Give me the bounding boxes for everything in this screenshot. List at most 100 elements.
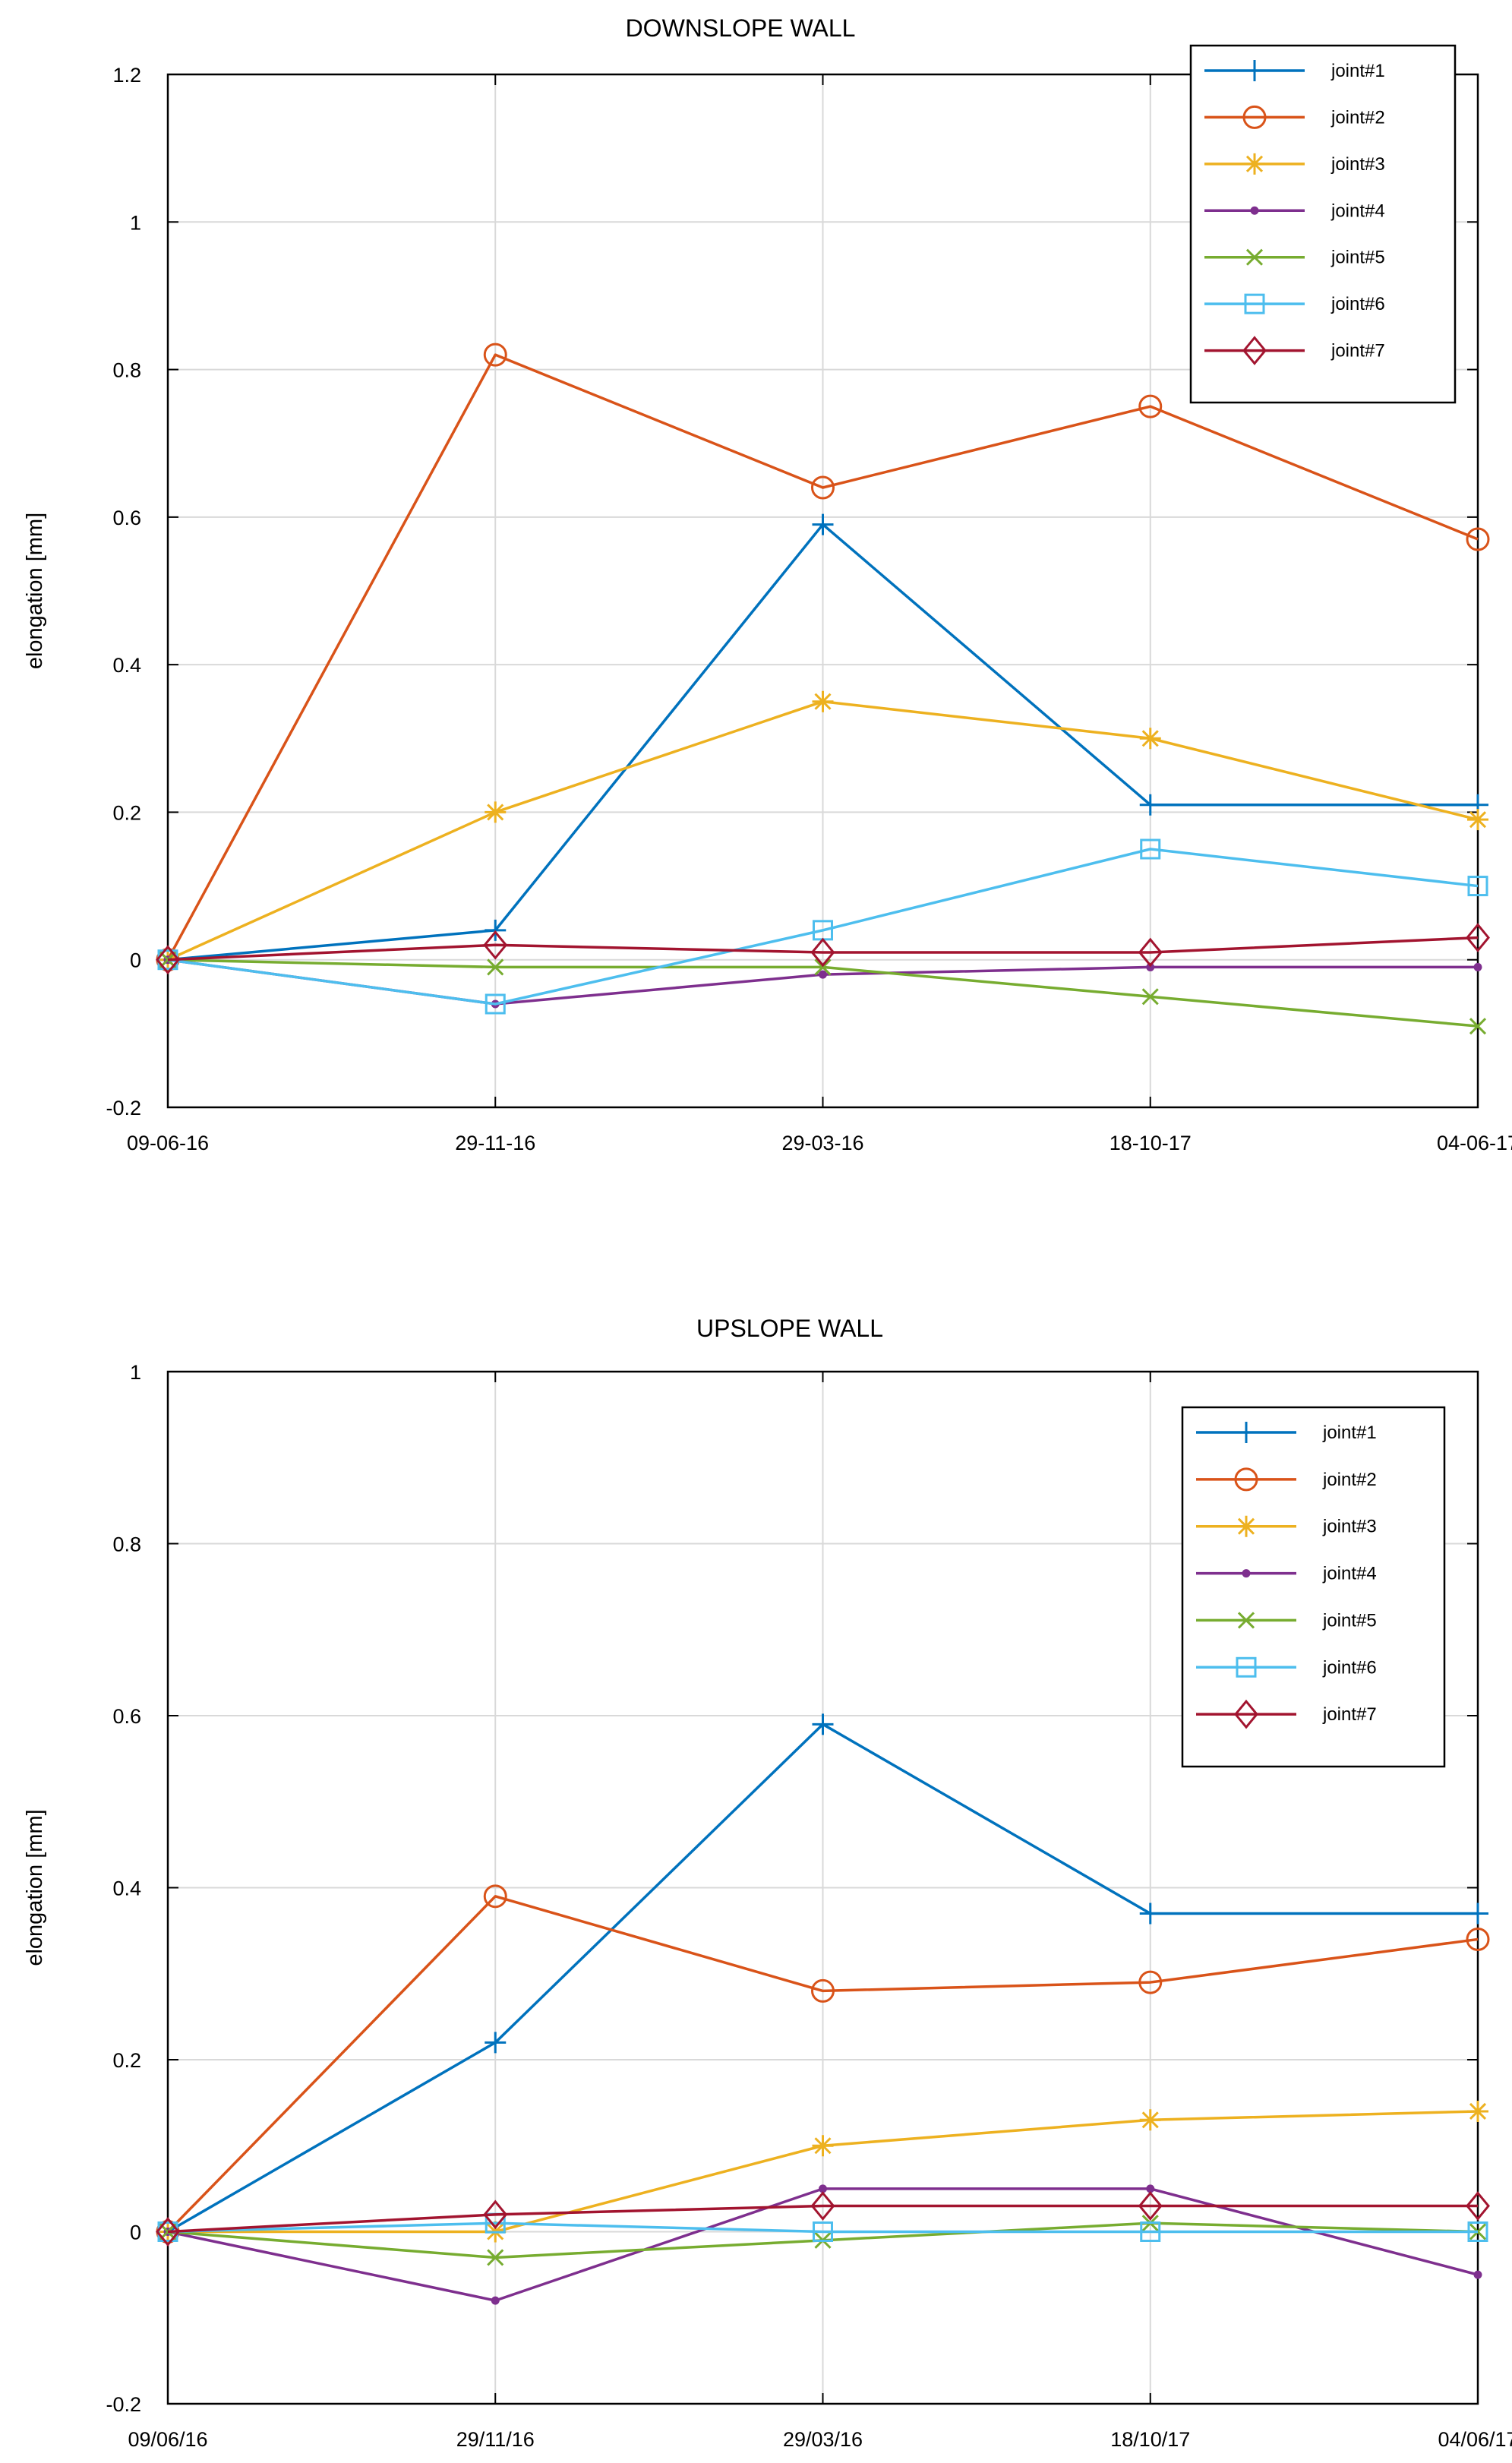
x-tick-label: 29-11-16 [455,1132,535,1154]
data-point-joint#6 [1140,838,1161,860]
legend-box [1181,1406,1446,1768]
data-point-joint#4 [1473,2270,1482,2279]
legend-marker [1236,1422,1257,1443]
legend-label: joint#4 [1322,1564,1377,1584]
legend-marker [1245,248,1264,266]
legend-label: joint#3 [1330,154,1385,175]
chart-title: UPSLOPE WALL [696,1315,883,1342]
legend-label: joint#5 [1330,248,1385,268]
data-point-joint#3 [1467,809,1488,831]
y-tick-label: 0 [130,2221,141,2244]
data-point-joint#3 [1467,2100,1488,2122]
data-point-joint#1 [485,919,507,941]
data-point-joint#2 [1466,1927,1490,1951]
legend-marker [1242,336,1267,365]
legend-box [1189,44,1457,404]
data-point-joint#7 [1466,923,1490,952]
legend-label: joint#2 [1322,1470,1377,1490]
legend-label: joint#6 [1330,294,1385,314]
legend-label: joint#7 [1322,1704,1377,1725]
data-point-joint#7 [483,930,508,960]
data-point-joint#5 [487,2249,504,2266]
data-point-joint#3 [485,801,507,823]
legend-label: joint#1 [1322,1423,1377,1443]
legend-marker [1234,1467,1258,1492]
legend-marker [1234,1699,1258,1729]
legend-label: joint#7 [1330,341,1385,362]
series-line-joint#7 [167,936,1479,962]
legend-marker [1237,1612,1255,1629]
data-point-joint#2 [811,475,835,500]
x-tick-label: 09-06-16 [127,1132,209,1154]
y-tick-label: 0.4 [112,654,141,677]
data-point-joint#3 [812,2135,834,2157]
data-point-joint#1 [1467,1903,1488,1925]
x-tick-label: 18/10/17 [1110,2428,1190,2451]
data-point-joint#5 [1469,1018,1487,1035]
legend-label: joint#4 [1330,201,1385,221]
data-point-joint#2 [483,1884,507,1909]
data-point-joint#7 [810,937,835,968]
y-tick-label: 0.8 [112,1533,141,1556]
data-point-joint#6 [813,2221,833,2242]
data-point-joint#4 [491,2296,500,2305]
y-axis-label: elongation [mm] [23,1809,47,1966]
series-line-joint#7 [167,2204,1478,2234]
y-tick-label: 1 [130,1361,141,1384]
x-tick-label: 04/06/17 [1438,2428,1512,2451]
series-line-joint#2 [166,1895,1479,2233]
data-point-joint#6 [485,993,506,1015]
y-tick-label: 0 [130,949,141,972]
data-point-joint#2 [1138,394,1163,418]
data-point-joint#2 [483,343,507,367]
data-point-joint#7 [156,945,180,975]
data-point-joint#2 [811,1978,835,2003]
data-point-joint#2 [1138,1970,1163,1994]
data-point-joint#1 [812,1713,834,1735]
data-point-joint#1 [812,513,834,535]
legend-marker [1250,206,1259,215]
y-tick-label: 1 [130,211,141,234]
data-point-joint#1 [1139,794,1161,816]
legend-label: joint#1 [1330,61,1385,81]
data-point-joint#1 [1139,1903,1161,1925]
y-tick-label: 0.6 [112,1705,141,1728]
legend-label: joint#3 [1322,1517,1377,1537]
data-point-joint#1 [485,2032,507,2054]
y-tick-label: 0.2 [112,2049,141,2072]
x-tick-label: 18-10-17 [1110,1132,1192,1154]
data-point-joint#6 [1467,876,1488,897]
data-point-joint#4 [1473,962,1482,971]
data-point-joint#7 [156,2217,180,2247]
y-tick-label: -0.2 [106,2393,141,2416]
series-line-joint#6 [167,2221,1478,2234]
downslope-wall-chart: -0.2 0 0.2 0.4 0.6 0.8 1 1.2 09-06-16 29-11-16 29-… [23,14,1512,1154]
data-point-joint#4 [819,970,827,979]
data-point-joint#7 [810,2191,835,2221]
legend-marker [1236,1515,1257,1537]
x-tick-label: 29/03/16 [783,2428,863,2451]
x-tick-label: 04-06-17 [1437,1132,1512,1154]
legend-marker [1242,1569,1251,1578]
data-point-joint#6 [1467,2221,1488,2242]
data-point-joint#7 [1466,2191,1490,2221]
data-point-joint#7 [483,2199,508,2230]
data-point-joint#4 [1146,962,1155,971]
series-line-joint#6 [167,848,1479,1006]
chart-title: DOWNSLOPE WALL [626,14,856,42]
y-tick-label: 0.8 [112,359,141,382]
series-line-joint#2 [166,353,1479,961]
legend-marker [1244,153,1265,175]
y-tick-label: -0.2 [106,1097,141,1119]
legend-marker [1236,1656,1257,1678]
data-point-joint#2 [1466,527,1490,551]
legend-marker [1244,60,1265,81]
data-point-joint#7 [1138,937,1163,968]
legend-label: joint#2 [1330,107,1385,128]
x-tick-label: 29/11/16 [456,2428,535,2451]
data-point-joint#3 [1139,728,1161,750]
legend-label: joint#5 [1322,1610,1377,1631]
y-axis-label: elongation [mm] [23,513,47,669]
data-point-joint#3 [1139,2109,1161,2131]
